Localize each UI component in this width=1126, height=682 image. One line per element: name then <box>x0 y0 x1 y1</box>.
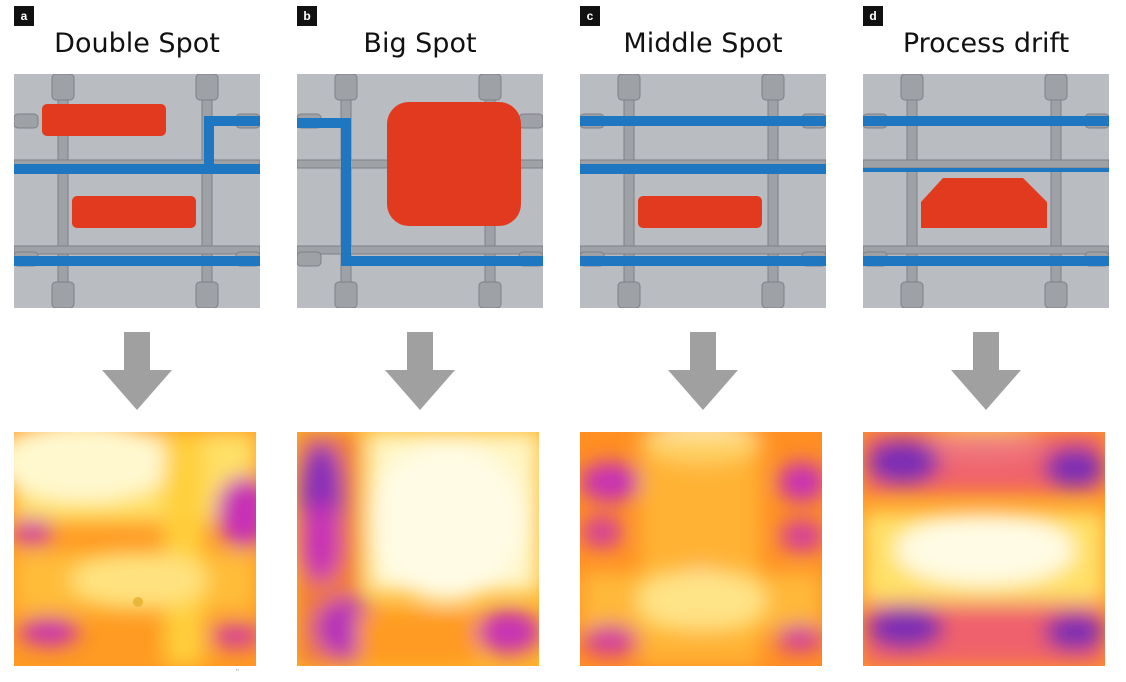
footnote-mark: " <box>236 668 239 677</box>
down-arrow-icon <box>668 332 738 410</box>
circuit-layout-middle-spot <box>580 74 826 308</box>
panel-b: b Big Spot <box>297 0 543 682</box>
thermal-image-middle-spot <box>580 432 822 666</box>
circuit-layout-double-spot <box>14 74 260 308</box>
thermal-image-process-drift <box>863 432 1105 666</box>
panel-title: Double Spot <box>54 28 220 59</box>
panel-c: c Middle Spot <box>580 0 826 682</box>
panel-title: Middle Spot <box>623 28 783 59</box>
down-arrow-icon <box>951 332 1021 410</box>
down-arrow-icon <box>102 332 172 410</box>
panel-letter-badge: b <box>297 6 317 26</box>
circuit-layout-process-drift <box>863 74 1109 308</box>
thermal-image-big-spot <box>297 432 539 666</box>
thermal-image-double-spot <box>14 432 256 666</box>
panel-a: a Double Spot <box>14 0 260 682</box>
panel-letter-badge: d <box>863 6 883 26</box>
circuit-layout-big-spot <box>297 74 543 308</box>
down-arrow-icon <box>385 332 455 410</box>
panel-d: d Process drift <box>863 0 1109 682</box>
panel-letter-badge: a <box>14 6 34 26</box>
panel-title: Process drift <box>902 28 1070 59</box>
panel-letter-badge: c <box>580 6 600 26</box>
panel-title: Big Spot <box>363 28 477 59</box>
